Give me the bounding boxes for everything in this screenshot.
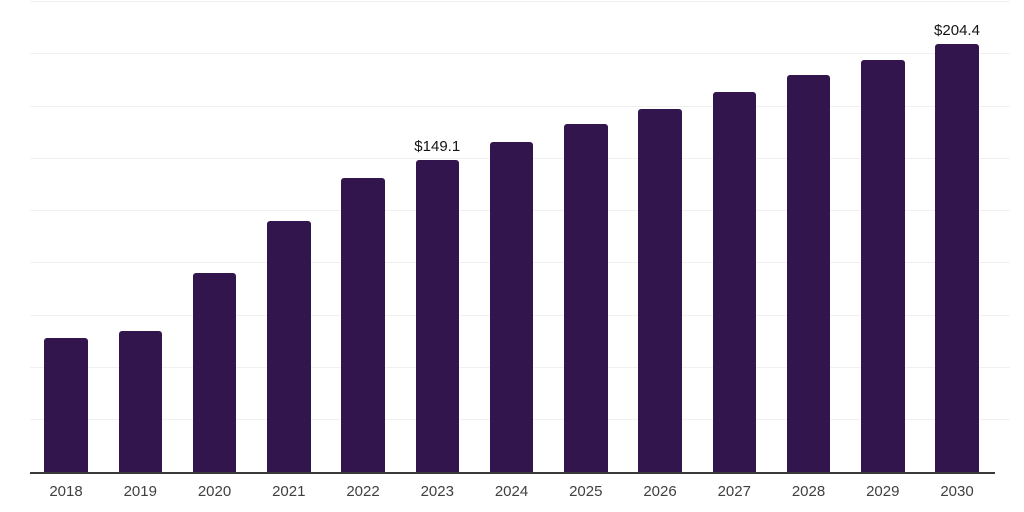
x-axis-line [30,471,995,474]
bar-2025 [564,123,608,473]
bar-2023 [415,159,459,473]
bar-2019 [118,330,162,473]
x-tick-label-2018: 2018 [49,482,83,500]
bar-2026 [638,108,682,473]
x-tick-label-2020: 2020 [197,482,232,500]
x-tick-label-2021: 2021 [272,482,306,500]
bar-2028 [786,75,831,473]
value-label-2030: $204.4 [934,22,980,40]
x-tick-label-2026: 2026 [643,482,677,500]
x-tick-label-2027: 2027 [717,482,751,500]
bar-2020 [192,272,237,473]
bar-2029 [861,59,905,473]
x-tick-label-2025: 2025 [569,482,603,500]
bar-2027 [712,91,756,473]
gridline [30,1,1010,2]
x-tick-label-2030: 2030 [940,482,974,500]
x-tick-label-2024: 2024 [494,482,529,500]
bar-2024 [489,142,534,473]
value-label-2023: $149.1 [414,137,461,155]
bar-2022 [341,177,385,473]
bar-2018 [44,338,88,473]
x-tick-label-2023: 2023 [420,482,454,500]
gridline [30,53,1010,55]
x-tick-label-2019: 2019 [123,482,157,500]
x-tick-label-2022: 2022 [346,482,380,500]
bar-2021 [267,220,311,473]
bar-2030 [935,44,979,473]
x-tick-label-2028: 2028 [791,482,826,500]
x-tick-label-2029: 2029 [866,482,900,500]
